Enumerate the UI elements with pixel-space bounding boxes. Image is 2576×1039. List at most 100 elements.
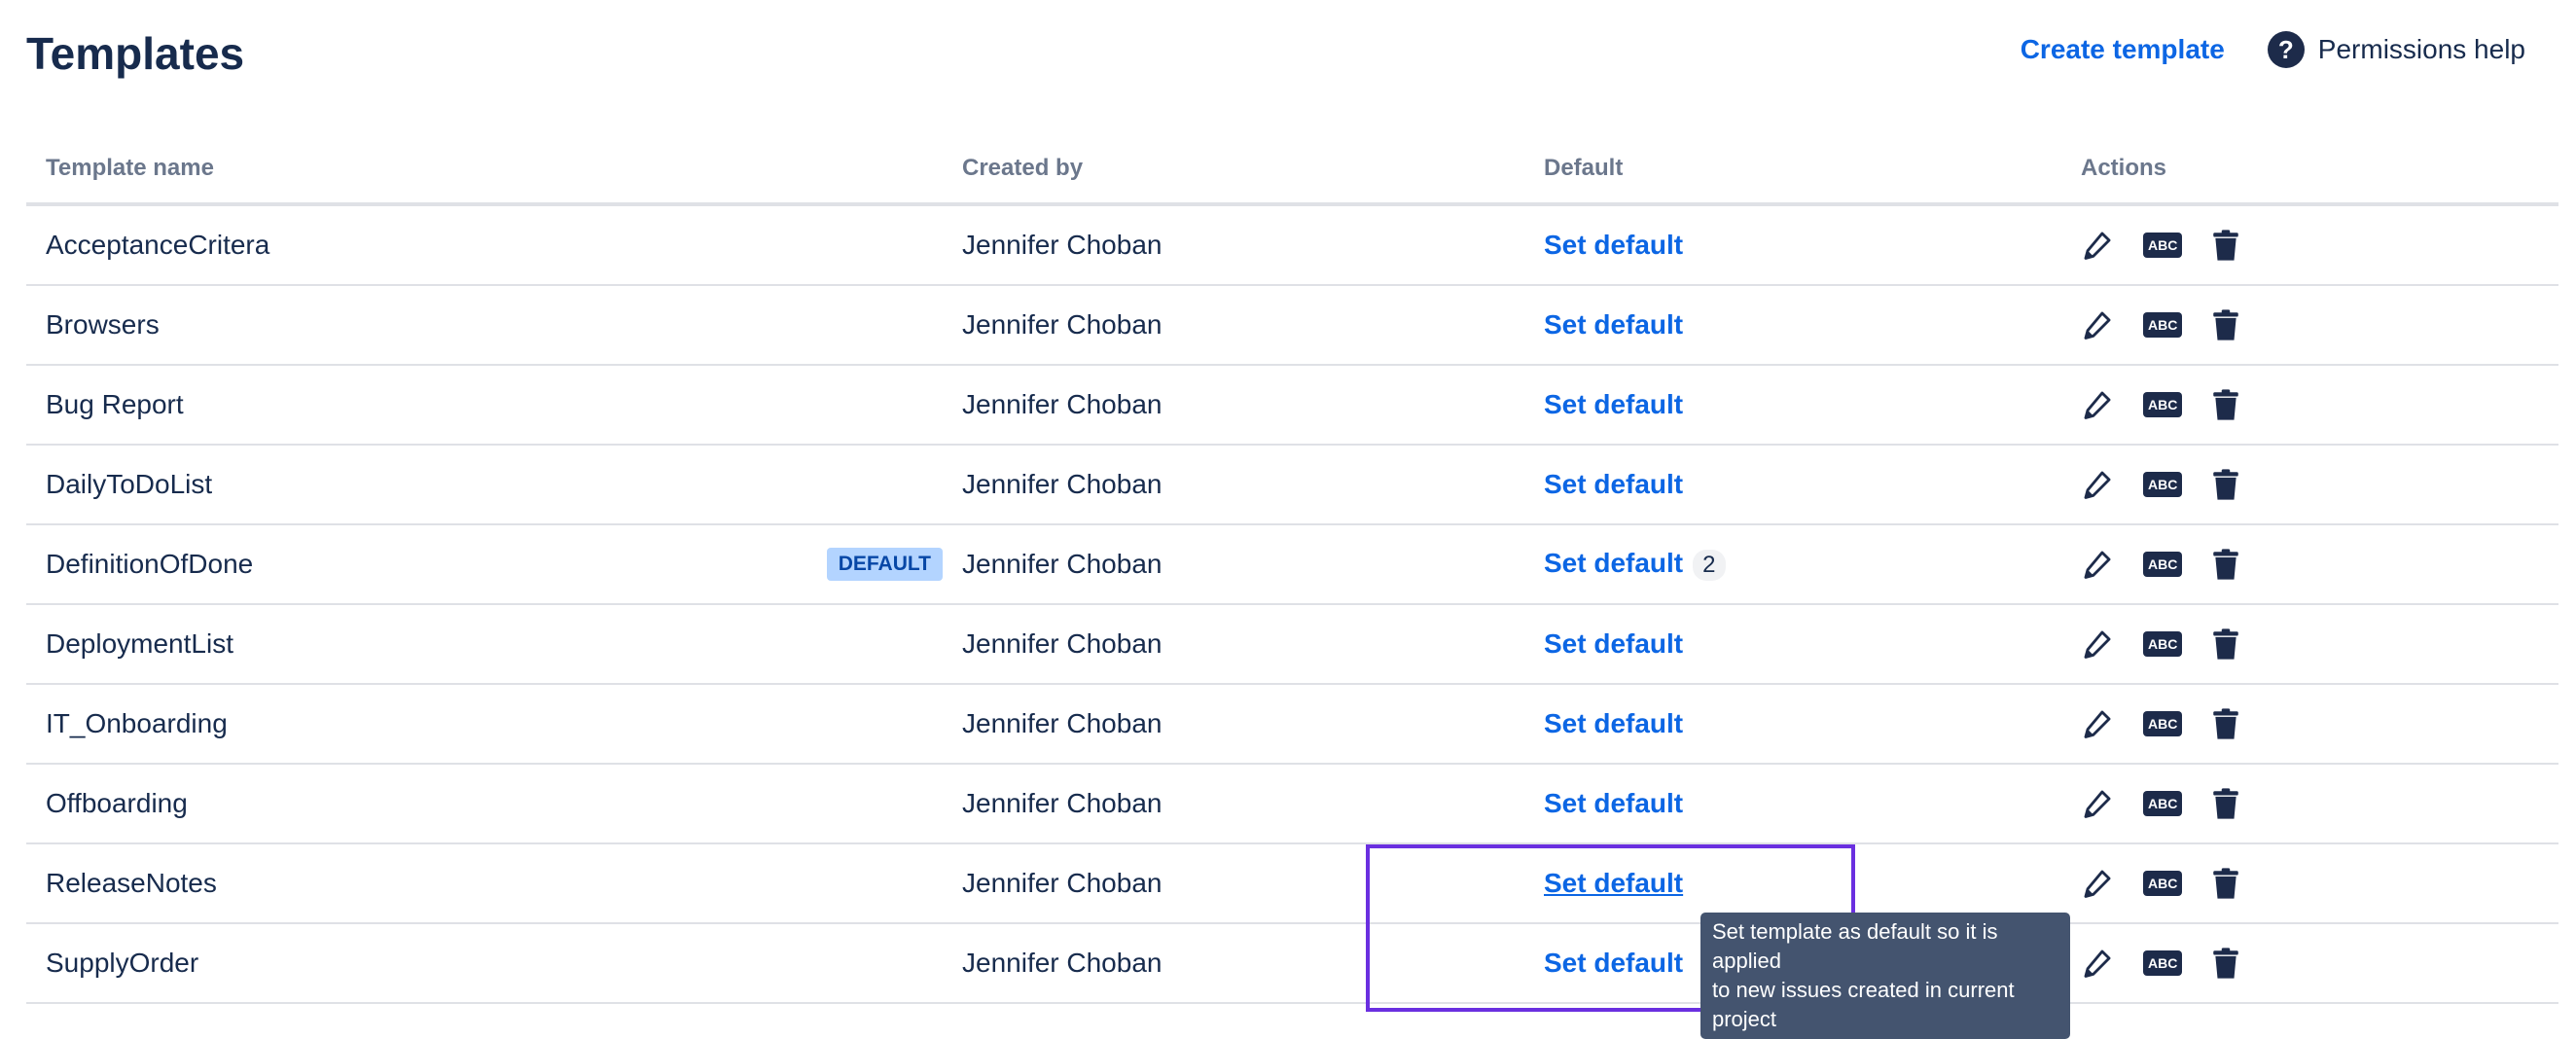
table-row: DefinitionOfDone DEFAULT Jennifer Choban Se… <box>26 524 2558 605</box>
default-cell: Set default <box>1544 684 2081 765</box>
trash-icon[interactable] <box>2211 707 2240 740</box>
trash-icon[interactable] <box>2211 787 2240 820</box>
actions-cell: ABC <box>2081 445 2558 525</box>
table-header-row: Template name Created by Default Actions <box>26 134 2558 206</box>
set-default-link[interactable]: Set default <box>1544 628 1684 659</box>
template-name[interactable]: AcceptanceCritera <box>46 230 270 260</box>
set-default-link[interactable]: Set default <box>1544 948 1684 978</box>
table-row: ReleaseNotes Jennifer Choban Set default AB… <box>26 843 2558 924</box>
set-default-link[interactable]: Set default <box>1544 230 1684 260</box>
default-badge: DEFAULT <box>826 548 943 581</box>
template-name-cell: Browsers <box>26 285 962 366</box>
pencil-icon[interactable] <box>2081 308 2114 341</box>
question-circle-icon: ? <box>2267 31 2305 68</box>
set-default-link[interactable]: Set default <box>1544 309 1684 340</box>
abc-icon[interactable]: ABC <box>2143 552 2183 577</box>
table-row: AcceptanceCritera Jennifer Choban Set defa… <box>26 204 2558 286</box>
trash-icon[interactable] <box>2211 229 2240 262</box>
set-default-link[interactable]: Set default <box>1544 548 1684 578</box>
abc-icon[interactable]: ABC <box>2143 233 2183 258</box>
template-name[interactable]: DailyToDoList <box>46 469 213 499</box>
trash-icon[interactable] <box>2211 867 2240 900</box>
table-row: Browsers Jennifer Choban Set default ABC <box>26 285 2558 366</box>
actions-cell: ABC <box>2081 365 2558 446</box>
default-count-badge: 2 <box>1693 550 1726 581</box>
template-name[interactable]: SupplyOrder <box>46 948 199 978</box>
default-cell: Set default <box>1544 365 2081 446</box>
abc-icon[interactable]: ABC <box>2143 392 2183 417</box>
created-by: Jennifer Choban <box>962 365 1544 446</box>
actions-cell: ABC <box>2081 764 2558 844</box>
template-name-cell: AcceptanceCritera <box>26 204 962 286</box>
default-cell: Set default <box>1544 445 2081 525</box>
created-by: Jennifer Choban <box>962 204 1544 286</box>
permissions-help-label: Permissions help <box>2317 34 2525 64</box>
trash-icon[interactable] <box>2211 388 2240 421</box>
default-cell: Set default <box>1544 285 2081 366</box>
trash-icon[interactable] <box>2211 308 2240 341</box>
trash-icon[interactable] <box>2211 947 2240 980</box>
pencil-icon[interactable] <box>2081 947 2114 980</box>
table-row: SupplyOrder Jennifer Choban Set default ABC <box>26 923 2558 1004</box>
default-cell: Set default <box>1544 764 2081 844</box>
template-name[interactable]: Offboarding <box>46 788 188 818</box>
abc-icon[interactable]: ABC <box>2143 871 2183 896</box>
table-row: Offboarding Jennifer Choban Set default ABC <box>26 764 2558 844</box>
pencil-icon[interactable] <box>2081 627 2114 661</box>
pencil-icon[interactable] <box>2081 229 2114 262</box>
templates-table: Template name Created by Default Actions… <box>26 134 2558 1004</box>
default-cell: Set default <box>1544 604 2081 685</box>
template-name-cell: Bug Report <box>26 365 962 446</box>
template-name-cell: ReleaseNotes <box>26 843 962 924</box>
pencil-icon[interactable] <box>2081 707 2114 740</box>
pencil-icon[interactable] <box>2081 388 2114 421</box>
set-default-link[interactable]: Set default <box>1544 389 1684 419</box>
template-name-cell: DeploymentList <box>26 604 962 685</box>
table-row: DeploymentList Jennifer Choban Set default… <box>26 604 2558 685</box>
header-actions: Create template ? Permissions help <box>2021 31 2525 68</box>
template-name-cell: IT_Onboarding <box>26 684 962 765</box>
created-by: Jennifer Choban <box>962 604 1544 685</box>
trash-icon[interactable] <box>2211 468 2240 501</box>
actions-cell: ABC <box>2081 204 2558 286</box>
table-row: DailyToDoList Jennifer Choban Set default A… <box>26 445 2558 525</box>
set-default-link[interactable]: Set default <box>1544 868 1684 898</box>
template-name[interactable]: DefinitionOfDone <box>46 549 254 579</box>
create-template-link[interactable]: Create template <box>2020 34 2225 64</box>
template-name[interactable]: DeploymentList <box>46 628 233 659</box>
abc-icon[interactable]: ABC <box>2143 472 2183 497</box>
template-name[interactable]: ReleaseNotes <box>46 868 217 898</box>
created-by: Jennifer Choban <box>962 764 1544 844</box>
trash-icon[interactable] <box>2211 627 2240 661</box>
abc-icon[interactable]: ABC <box>2143 312 2183 338</box>
actions-cell: ABC <box>2081 524 2558 605</box>
column-header-name: Template name <box>26 134 962 206</box>
pencil-icon[interactable] <box>2081 867 2114 900</box>
permissions-help-button[interactable]: ? Permissions help <box>2267 31 2525 68</box>
pencil-icon[interactable] <box>2081 787 2114 820</box>
template-name-cell: Offboarding <box>26 764 962 844</box>
column-header-actions: Actions <box>2081 134 2558 206</box>
actions-cell: ABC <box>2081 923 2558 1004</box>
template-name[interactable]: IT_Onboarding <box>46 708 228 738</box>
abc-icon[interactable]: ABC <box>2143 950 2183 976</box>
default-cell: Set default <box>1544 204 2081 286</box>
pencil-icon[interactable] <box>2081 468 2114 501</box>
tooltip-line-2: to new issues created in current project <box>1712 978 2015 1031</box>
created-by: Jennifer Choban <box>962 923 1544 1004</box>
abc-icon[interactable]: ABC <box>2143 791 2183 816</box>
pencil-icon[interactable] <box>2081 548 2114 581</box>
created-by: Jennifer Choban <box>962 285 1544 366</box>
column-header-default: Default <box>1544 134 2081 206</box>
abc-icon[interactable]: ABC <box>2143 631 2183 657</box>
abc-icon[interactable]: ABC <box>2143 711 2183 736</box>
tooltip-line-1: Set template as default so it is applied <box>1712 919 1998 973</box>
template-name-cell: DefinitionOfDone DEFAULT <box>26 524 962 605</box>
trash-icon[interactable] <box>2211 548 2240 581</box>
set-default-link[interactable]: Set default <box>1544 708 1684 738</box>
template-name[interactable]: Browsers <box>46 309 160 340</box>
template-name[interactable]: Bug Report <box>46 389 184 419</box>
set-default-link[interactable]: Set default <box>1544 788 1684 818</box>
created-by: Jennifer Choban <box>962 445 1544 525</box>
set-default-link[interactable]: Set default <box>1544 469 1684 499</box>
